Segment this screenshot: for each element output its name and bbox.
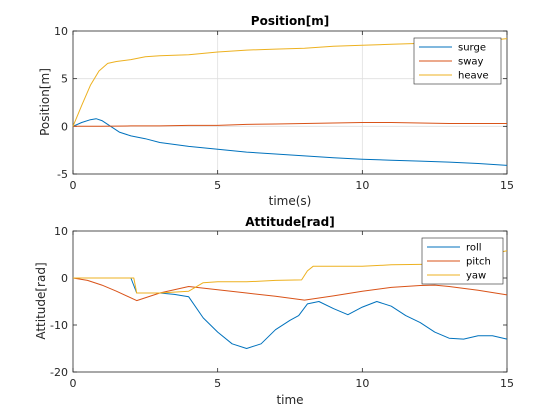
position-x-tick-label: 0 [70,179,77,192]
attitude-x-label: time [276,393,303,407]
position-x-tick-label: 15 [500,179,514,192]
position-y-tick-label: 0 [61,120,68,133]
attitude-ticks: 0 5 10 15 -20 -10 0 10 [50,225,514,390]
attitude-x-tick-label: 5 [214,377,221,390]
position-series [72,38,508,166]
attitude-y-tick-label: -10 [50,319,68,332]
attitude-x-tick-label: 15 [500,377,514,390]
position-axes-box [72,30,508,175]
position-legend-label-heave: heave [458,71,489,82]
position-legend: surge sway heave [413,37,502,85]
position-x-tick-label: 10 [355,179,369,192]
attitude-x-tick-label: 10 [355,377,369,390]
position-series-sway [73,122,507,127]
position-legend-label-sway: sway [458,57,484,68]
attitude-y-tick-label: 0 [61,272,68,285]
attitude-series-roll [73,277,508,349]
position-x-label: time(s) [269,194,312,208]
position-x-tick-label: 5 [214,179,221,192]
attitude-legend-label-roll: roll [466,243,482,254]
attitude-x-tick-label: 0 [70,377,77,390]
position-legend-label-surge: surge [458,43,486,54]
attitude-axes-box [72,230,508,373]
position-y-tick-label: 10 [54,25,68,38]
attitude-legend: roll pitch yaw [421,237,504,285]
position-chart-title: Position[m] [251,14,329,28]
position-series-heave [72,38,508,127]
attitude-plot: Attitude[rad] 0 5 10 15 -20 -10 0 10 time Attit… [34,215,514,407]
attitude-y-tick-label: -20 [50,366,68,379]
attitude-legend-label-pitch: pitch [466,257,491,268]
attitude-chart-title: Attitude[rad] [245,215,334,229]
attitude-y-tick-label: 10 [54,225,68,238]
attitude-y-label: Attitude[rad] [34,262,48,339]
position-series-surge [72,118,508,166]
attitude-legend-label-yaw: yaw [466,271,486,282]
position-y-label: Position[m] [38,68,52,136]
position-y-tick-label: 5 [61,73,68,86]
position-y-tick-label: -5 [57,168,68,181]
attitude-series-yaw [73,250,508,294]
attitude-series [72,250,508,349]
attitude-series-pitch [72,277,508,302]
